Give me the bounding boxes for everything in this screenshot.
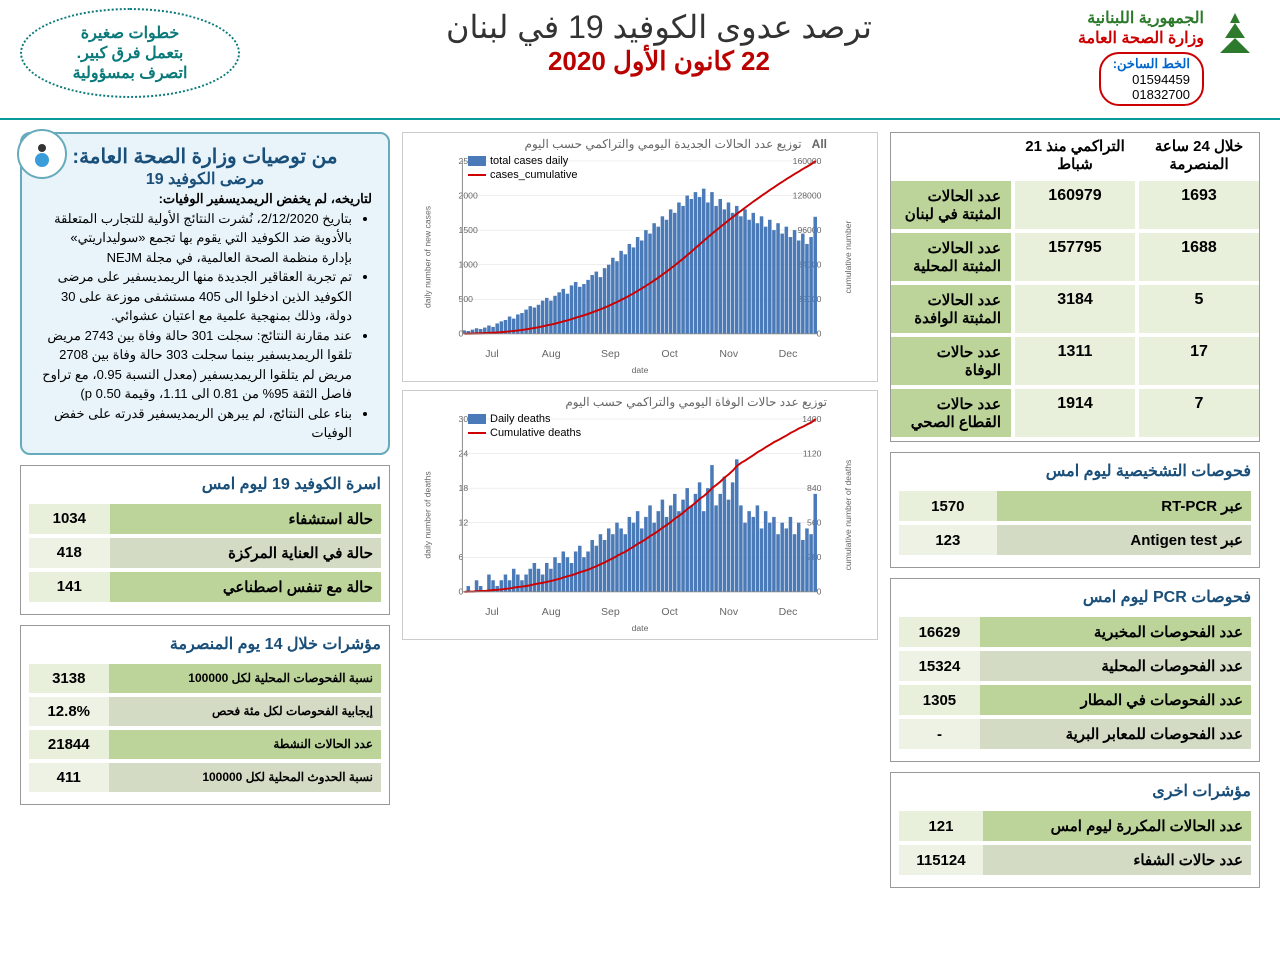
deaths-chart: توزيع عدد حالات الوفاة اليومي والتراكمي …: [402, 390, 878, 640]
svg-text:840: 840: [807, 483, 822, 493]
svg-text:Nov: Nov: [719, 348, 738, 360]
stat-value: 1914: [1015, 389, 1135, 437]
stat-label: عدد الحالات المثبتة في لبنان: [891, 181, 1011, 229]
report-date: 22 كانون الأول 2020: [240, 46, 1078, 77]
svg-text:Jul: Jul: [485, 606, 498, 618]
stat-label: عدد الفحوصات للمعابر البرية: [980, 719, 1251, 749]
svg-text:96000: 96000: [797, 225, 821, 235]
stat-value: 5: [1139, 285, 1259, 333]
svg-text:cumulative number of deaths: cumulative number of deaths: [843, 460, 853, 571]
svg-text:cumulative number: cumulative number: [843, 220, 853, 293]
svg-text:2000: 2000: [459, 190, 478, 200]
org-name-1: الجمهورية اللبنانية: [1078, 8, 1204, 28]
svg-text:Sep: Sep: [601, 348, 620, 360]
svg-text:Jul: Jul: [485, 348, 498, 360]
other-panel: مؤشرات اخرى عدد الحالات المكررة ليوم امس…: [890, 772, 1260, 888]
stat-label: عدد حالات الوفاة: [891, 337, 1011, 385]
svg-text:1500: 1500: [459, 225, 478, 235]
stat-value: 160979: [1015, 181, 1135, 229]
stat-label: عدد الحالات المكررة ليوم امس: [983, 811, 1251, 841]
stat-label: عدد الحالات المثبتة الوافدة: [891, 285, 1011, 333]
main-stats-panel: خلال 24 ساعة المنصرمة التراكمي منذ 21 شب…: [890, 132, 1260, 442]
stat-label: إيجابية الفحوصات لكل مئة فحص: [109, 697, 382, 726]
stat-value: 15324: [899, 651, 980, 681]
stat-label: حالة في العناية المركزة: [110, 538, 381, 568]
stat-value: 1305: [899, 685, 980, 715]
stat-label: عدد الفحوصات المخبرية: [980, 617, 1251, 647]
svg-text:160000: 160000: [793, 156, 822, 166]
stat-value: 3184: [1015, 285, 1135, 333]
stat-value: 1570: [899, 491, 997, 521]
beds-panel: اسرة الكوفيد 19 ليوم امس حالة استشفاء103…: [20, 465, 390, 615]
svg-text:1120: 1120: [803, 448, 822, 458]
svg-text:daily number of deaths: daily number of deaths: [423, 471, 433, 558]
stat-value: 7: [1139, 389, 1259, 437]
cases-chart: All توزيع عدد الحالات الجديدة اليومي وال…: [402, 132, 878, 382]
svg-text:Aug: Aug: [542, 348, 561, 360]
stat-value: 1311: [1015, 337, 1135, 385]
svg-text:Oct: Oct: [661, 348, 677, 360]
stat-label: عدد الحالات المثبتة المحلية: [891, 233, 1011, 281]
pcr-panel: فحوصات PCR ليوم امس عدد الفحوصات المخبري…: [890, 578, 1260, 762]
svg-text:Dec: Dec: [779, 348, 798, 360]
ind14-panel: مؤشرات خلال 14 يوم المنصرمة نسبة الفحوصا…: [20, 625, 390, 805]
stat-value: 3138: [29, 664, 109, 693]
stat-value: 411: [29, 763, 109, 792]
hotline-box: الخط الساخن: 01594459 01832700: [1099, 52, 1204, 106]
stat-label: عدد حالات القطاع الصحي: [891, 389, 1011, 437]
stat-label: عبر RT-PCR: [997, 491, 1251, 521]
stat-value: 121: [899, 811, 983, 841]
stat-label: عبر Antigen test: [997, 525, 1251, 555]
stat-value: 12.8%: [29, 697, 109, 726]
svg-text:30: 30: [459, 414, 469, 424]
diag-panel: فحوصات التشخيصية ليوم امس عبر RT-PCR1570…: [890, 452, 1260, 568]
svg-text:Dec: Dec: [779, 606, 798, 618]
page-title: ترصد عدوى الكوفيد 19 في لبنان: [240, 8, 1078, 46]
stat-value: 115124: [899, 845, 983, 875]
stat-value: 21844: [29, 730, 109, 759]
stat-label: حالة مع تنفس اصطناعي: [110, 572, 381, 602]
svg-text:500: 500: [459, 294, 474, 304]
svg-text:12: 12: [459, 518, 469, 528]
svg-text:Sep: Sep: [601, 606, 620, 618]
stat-label: عدد الفحوصات المحلية: [980, 651, 1251, 681]
stat-label: نسبة الحدوث المحلية لكل 100000: [109, 763, 382, 792]
stat-value: 141: [29, 572, 110, 602]
stat-label: عدد حالات الشفاء: [983, 845, 1251, 875]
stat-label: حالة استشفاء: [110, 504, 381, 534]
svg-text:date: date: [632, 365, 649, 375]
stat-label: عدد الحالات النشطة: [109, 730, 382, 759]
svg-text:Oct: Oct: [661, 606, 677, 618]
stat-value: 17: [1139, 337, 1259, 385]
svg-text:24: 24: [459, 448, 469, 458]
info-icon: [17, 129, 67, 179]
stat-value: 123: [899, 525, 997, 555]
stat-label: نسبة الفحوصات المحلية لكل 100000: [109, 664, 382, 693]
stat-value: 1693: [1139, 181, 1259, 229]
stat-label: عدد الفحوصات في المطار: [980, 685, 1251, 715]
stat-value: 418: [29, 538, 110, 568]
stat-value: 16629: [899, 617, 980, 647]
header-org-block: الجمهورية اللبنانية وزارة الصحة العامة ا…: [1078, 8, 1260, 106]
svg-text:date: date: [632, 623, 649, 633]
tip-bubble: خطوات صغيرة بتعمل فرق كبير. اتصرف بمسؤول…: [20, 8, 240, 98]
reco-panel: من توصيات وزارة الصحة العامة: مرضى الكوف…: [20, 132, 390, 455]
stat-value: 1034: [29, 504, 110, 534]
svg-text:Aug: Aug: [542, 606, 561, 618]
logo-icon: [1210, 8, 1260, 58]
stat-value: -: [899, 719, 980, 749]
svg-text:daily number of new cases: daily number of new cases: [423, 206, 433, 308]
stat-value: 157795: [1015, 233, 1135, 281]
org-name-2: وزارة الصحة العامة: [1078, 28, 1204, 48]
svg-text:18: 18: [459, 483, 469, 493]
svg-text:Nov: Nov: [719, 606, 738, 618]
svg-text:1000: 1000: [459, 260, 478, 270]
svg-text:128000: 128000: [793, 190, 822, 200]
stat-value: 1688: [1139, 233, 1259, 281]
